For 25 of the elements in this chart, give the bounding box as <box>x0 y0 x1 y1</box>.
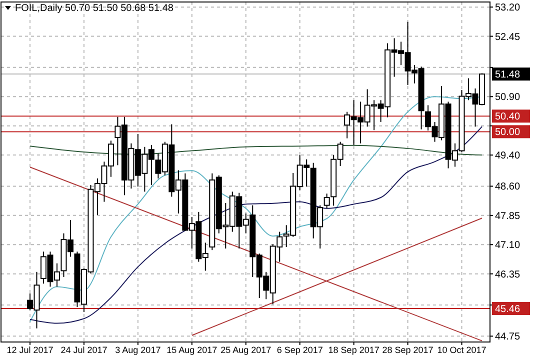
y-tick-label: 47.10 <box>495 240 520 252</box>
x-tick-label: 18 Sep 2017 <box>328 345 380 355</box>
y-tick-label: 48.60 <box>495 182 520 193</box>
y-tick-label: 49.40 <box>495 150 520 162</box>
y-tick-label: 53.20 <box>495 2 520 14</box>
ref-line-label: 45.46 <box>495 304 520 316</box>
ref-line-label: 50.40 <box>495 112 520 123</box>
y-tick-label: 44.75 <box>495 332 520 343</box>
y-tick-label: 52.45 <box>495 32 520 43</box>
candlestick <box>324 193 330 209</box>
x-tick-label: 6 Sep 2017 <box>276 345 323 355</box>
line-series <box>30 144 482 156</box>
chart-title: FOIL,Daily 50.70 51.50 50.68 51.48 <box>15 3 174 14</box>
ref-line-label: 51.48 <box>495 70 520 81</box>
y-tick-label: 47.85 <box>495 210 520 222</box>
x-tick-label: 24 Jul 2017 <box>60 345 108 355</box>
y-tick-label: 46.35 <box>495 269 520 280</box>
ref-line-label: 50.00 <box>495 127 520 138</box>
x-tick-label: 3 Aug 2017 <box>115 345 161 355</box>
x-tick-label: 15 Aug 2017 <box>166 345 218 355</box>
x-tick-label: 25 Aug 2017 <box>220 345 272 355</box>
x-tick-label: 12 Jul 2017 <box>6 345 54 355</box>
x-tick-label: 10 Oct 2017 <box>437 345 486 355</box>
x-tick-label: 28 Sep 2017 <box>382 345 434 355</box>
y-tick-label: 50.90 <box>495 92 520 104</box>
